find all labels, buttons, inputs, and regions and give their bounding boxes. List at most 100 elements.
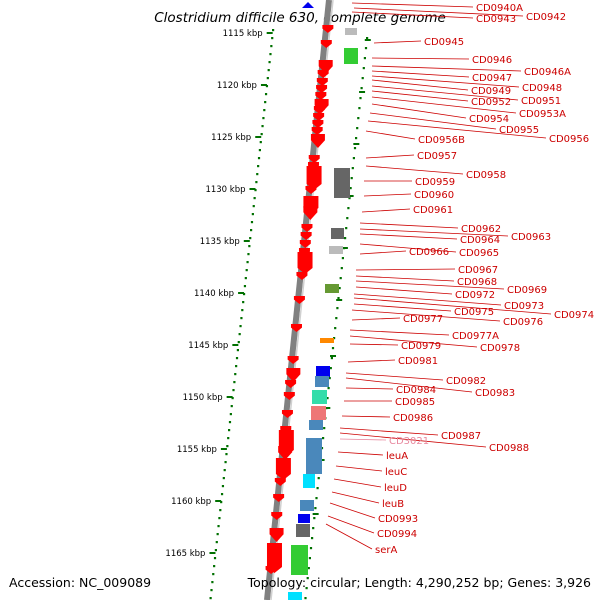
- ruler-dot: [247, 253, 250, 256]
- gene-label: CD0959: [415, 177, 455, 188]
- gene-label: CD0976: [503, 317, 543, 328]
- gene-label-leader: [327, 515, 375, 534]
- gene-feature: [303, 474, 315, 488]
- gene-label: CD0975: [454, 307, 494, 318]
- gene-label: CD0973: [504, 301, 544, 312]
- gene-label: CD0954: [469, 114, 509, 125]
- gene-label: CD0968: [457, 277, 497, 288]
- gene-label: CD0960: [414, 190, 454, 201]
- gene-label: CD0977: [403, 314, 443, 325]
- gene-label: leuB: [382, 499, 404, 510]
- ruler-dot: [346, 217, 349, 220]
- gene-arrow: [285, 380, 297, 388]
- gene-label: CD3021: [389, 436, 429, 447]
- ruler-dot: [311, 537, 314, 540]
- gene-label-leader: [363, 193, 412, 197]
- gene-label: CD0958: [466, 170, 506, 181]
- ruler-dot: [242, 301, 245, 304]
- gene-label: CD0982: [446, 376, 486, 387]
- ruler-dot: [261, 125, 264, 128]
- gene-label-leader: [371, 85, 519, 101]
- ruler-dot: [363, 57, 366, 60]
- ruler-dot: [250, 221, 254, 224]
- gene-arrow: [301, 224, 313, 232]
- gene-feature: [315, 376, 329, 387]
- ruler-dot: [328, 377, 331, 380]
- ruler-dot: [219, 509, 222, 512]
- ruler-dot: [218, 517, 221, 520]
- gene-label-leader: [337, 451, 384, 456]
- scale-label: 1155 kbp: [177, 445, 217, 455]
- ruler-dot: [237, 341, 240, 344]
- gene-label: CD0949: [471, 86, 511, 97]
- gene-feature: [334, 168, 350, 198]
- ruler-dot: [217, 525, 220, 528]
- gene-feature: [298, 514, 310, 523]
- ruler-dot: [220, 501, 223, 504]
- ruler-dot: [246, 261, 249, 264]
- ruler-dot: [317, 477, 320, 480]
- gene-arrow: [290, 324, 302, 332]
- gene-label: CD0993: [378, 514, 418, 525]
- gene-arrow: [293, 296, 305, 304]
- scale-label: 1160 kbp: [171, 497, 211, 507]
- gene-label-leader: [371, 75, 520, 88]
- ruler-dot: [264, 101, 267, 104]
- gene-label: CD0972: [455, 290, 495, 301]
- gene-label-leader: [347, 359, 396, 363]
- gene-feature: [291, 545, 308, 575]
- gene-label: CD0967: [458, 265, 498, 276]
- ruler-dot: [243, 285, 247, 288]
- gene-arrow: [315, 92, 327, 100]
- gene-label-leader: [355, 286, 453, 295]
- genome-summary-text: Topology: circular; Length: 4,290,252 bp…: [247, 575, 591, 590]
- ruler-dot: [239, 325, 242, 328]
- gene-label-leader: [345, 377, 473, 393]
- gene-arrow: [306, 166, 322, 190]
- gene-arrow: [316, 85, 328, 93]
- ruler-dot: [309, 547, 313, 550]
- ruler-dot: [241, 309, 244, 312]
- gene-label-leader: [339, 438, 387, 441]
- gene-label-leader: [367, 120, 547, 139]
- ruler-dot: [312, 527, 315, 530]
- ruler-dot: [227, 437, 230, 440]
- ruler-dot: [323, 427, 326, 430]
- ruler-dot: [221, 485, 225, 488]
- gene-label-leader: [353, 303, 452, 312]
- gene-label: CD0955: [499, 125, 539, 136]
- ruler-dot: [271, 37, 274, 40]
- gene-label-leader: [359, 233, 458, 240]
- ruler-dot: [359, 97, 362, 100]
- gene-feature: [311, 406, 326, 420]
- gene-label-leader: [371, 96, 517, 114]
- gene-label: leuD: [384, 483, 407, 494]
- ruler-dot: [210, 589, 213, 592]
- gene-feature: [345, 28, 357, 35]
- ruler-dot: [251, 213, 254, 216]
- gene-label-leader: [353, 293, 502, 306]
- gene-label-leader: [355, 275, 455, 282]
- ruler-dot: [334, 327, 337, 330]
- gene-arrow: [310, 134, 325, 148]
- ruler-dot: [216, 533, 219, 536]
- gene-label: CD0940A: [476, 3, 523, 14]
- gene-label-leader: [361, 208, 411, 213]
- ruler-dot: [262, 117, 265, 120]
- ruler-dot: [350, 177, 353, 180]
- scale-label: 1140 kbp: [194, 289, 234, 299]
- ruler-dot: [233, 381, 236, 384]
- gene-arrow: [317, 70, 329, 78]
- ruler-dot: [215, 541, 218, 544]
- ruler-dot: [248, 245, 251, 248]
- scale-label: 1125 kbp: [211, 133, 251, 143]
- ruler-dot: [272, 29, 275, 32]
- gene-arrow: [271, 512, 283, 520]
- gene-label-leader: [371, 103, 467, 119]
- ruler-dot: [264, 93, 268, 96]
- ruler-dot: [224, 461, 227, 464]
- gene-label: CD0946: [472, 55, 512, 66]
- ruler-dot: [223, 469, 226, 472]
- ruler-dot: [226, 445, 229, 448]
